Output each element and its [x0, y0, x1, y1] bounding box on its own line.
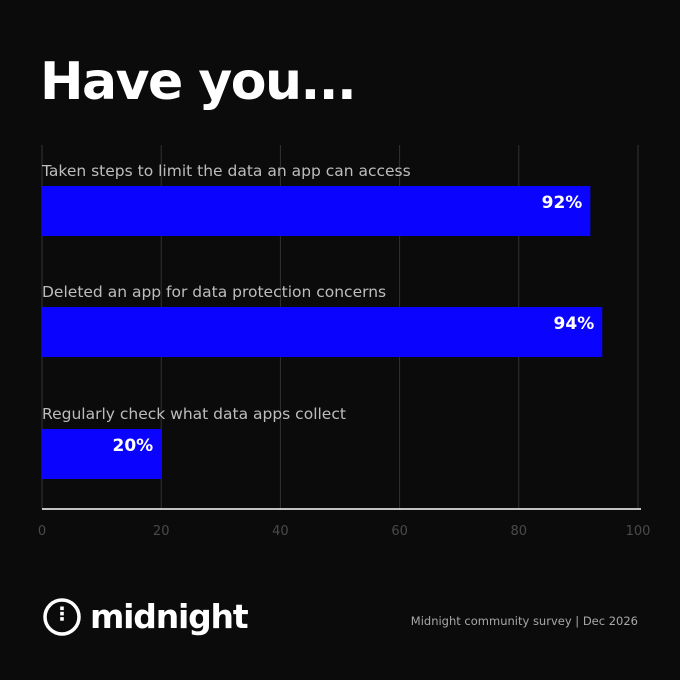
bar	[42, 429, 162, 479]
bar	[42, 307, 603, 357]
x-tick-label: 100	[626, 524, 651, 539]
bars: Taken steps to limit the data an app can…	[41, 162, 603, 479]
value-label: 92%	[542, 193, 583, 213]
bar-chart: Taken steps to limit the data an app can…	[38, 145, 651, 539]
x-tick-label: 60	[391, 524, 408, 539]
x-tick-label: 80	[511, 524, 528, 539]
value-label: 20%	[112, 436, 153, 456]
value-label: 94%	[554, 314, 595, 334]
chart-title: Have you...	[40, 52, 357, 112]
category-label: Regularly check what data apps collect	[42, 405, 346, 423]
bar	[42, 186, 591, 236]
x-tick-label: 40	[272, 524, 289, 539]
source-note: Midnight community survey | Dec 2026	[410, 614, 638, 628]
brand-logo: midnight	[42, 597, 249, 637]
category-label: Taken steps to limit the data an app can…	[41, 162, 411, 180]
midnight-logo-icon	[43, 598, 81, 636]
x-tick-label: 20	[153, 524, 170, 539]
category-label: Deleted an app for data protection conce…	[42, 283, 386, 301]
x-axis: 0 20 40 60 80 100	[38, 508, 651, 539]
brand-name: midnight	[90, 597, 249, 636]
x-tick-label: 0	[38, 524, 46, 539]
